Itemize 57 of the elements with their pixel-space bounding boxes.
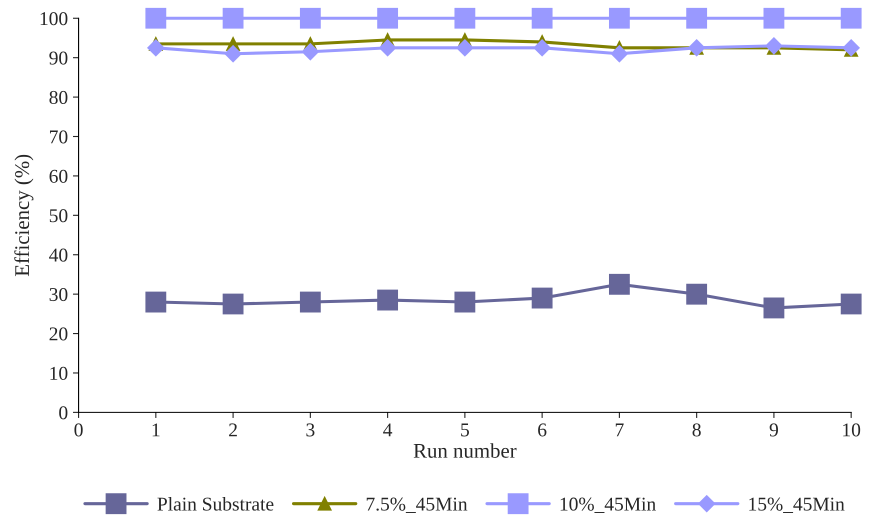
point bbox=[224, 45, 242, 62]
y-tick-label: 90 bbox=[49, 51, 68, 65]
y-tick-label: 60 bbox=[50, 170, 68, 183]
point bbox=[608, 274, 630, 295]
y-tick-label: 80 bbox=[49, 90, 68, 104]
x-tick-label: 7 bbox=[616, 424, 624, 436]
point bbox=[534, 39, 551, 56]
x-tick-label: 3 bbox=[306, 423, 314, 436]
point bbox=[840, 8, 862, 29]
point bbox=[686, 284, 708, 305]
legend-label: 15%_45Min bbox=[749, 498, 844, 513]
y-tick-label: 10 bbox=[50, 366, 68, 380]
x-tick-label: 8 bbox=[692, 423, 701, 436]
x-tick-label: 10 bbox=[843, 423, 860, 436]
x-tick-label: 6 bbox=[538, 423, 546, 436]
point bbox=[222, 294, 244, 314]
point bbox=[300, 292, 321, 312]
point bbox=[145, 292, 166, 312]
point bbox=[840, 294, 862, 314]
y-tick-label: 0 bbox=[59, 406, 68, 420]
point bbox=[222, 8, 244, 29]
point bbox=[763, 298, 784, 318]
y-tick-label: 100 bbox=[40, 12, 68, 26]
legend-label: 10%_45Min bbox=[560, 498, 656, 513]
point bbox=[300, 8, 321, 29]
y-tick-label: 70 bbox=[50, 130, 68, 144]
legend-label: 7.5%_45Min bbox=[366, 498, 468, 513]
x-tick-label: 1 bbox=[152, 423, 160, 436]
point bbox=[763, 8, 784, 29]
point bbox=[842, 39, 860, 56]
y-axis-title: Efficiency (%) bbox=[14, 154, 34, 276]
point bbox=[686, 8, 708, 29]
point bbox=[765, 37, 782, 54]
point bbox=[608, 8, 630, 29]
point bbox=[379, 39, 396, 56]
x-tick-label: 0 bbox=[74, 423, 83, 436]
point bbox=[610, 45, 628, 62]
point bbox=[532, 8, 553, 29]
x-axis-title: Run number bbox=[414, 443, 516, 458]
point bbox=[456, 39, 474, 56]
point bbox=[147, 39, 164, 56]
y-tick-label: 20 bbox=[50, 327, 68, 340]
point bbox=[377, 290, 398, 310]
point bbox=[377, 8, 398, 29]
point bbox=[454, 292, 476, 312]
point bbox=[532, 288, 553, 309]
point bbox=[302, 43, 319, 60]
x-tick-label: 2 bbox=[229, 423, 237, 436]
y-tick-label: 50 bbox=[50, 209, 68, 222]
point bbox=[145, 8, 166, 29]
x-tick-label: 9 bbox=[770, 423, 778, 436]
legend-label: Plain Substrate bbox=[157, 496, 274, 511]
x-tick-label: 4 bbox=[383, 423, 392, 436]
x-tick-label: 5 bbox=[461, 424, 469, 436]
y-tick-label: 30 bbox=[50, 288, 68, 302]
point bbox=[454, 8, 476, 29]
y-tick-label: 40 bbox=[49, 248, 68, 262]
